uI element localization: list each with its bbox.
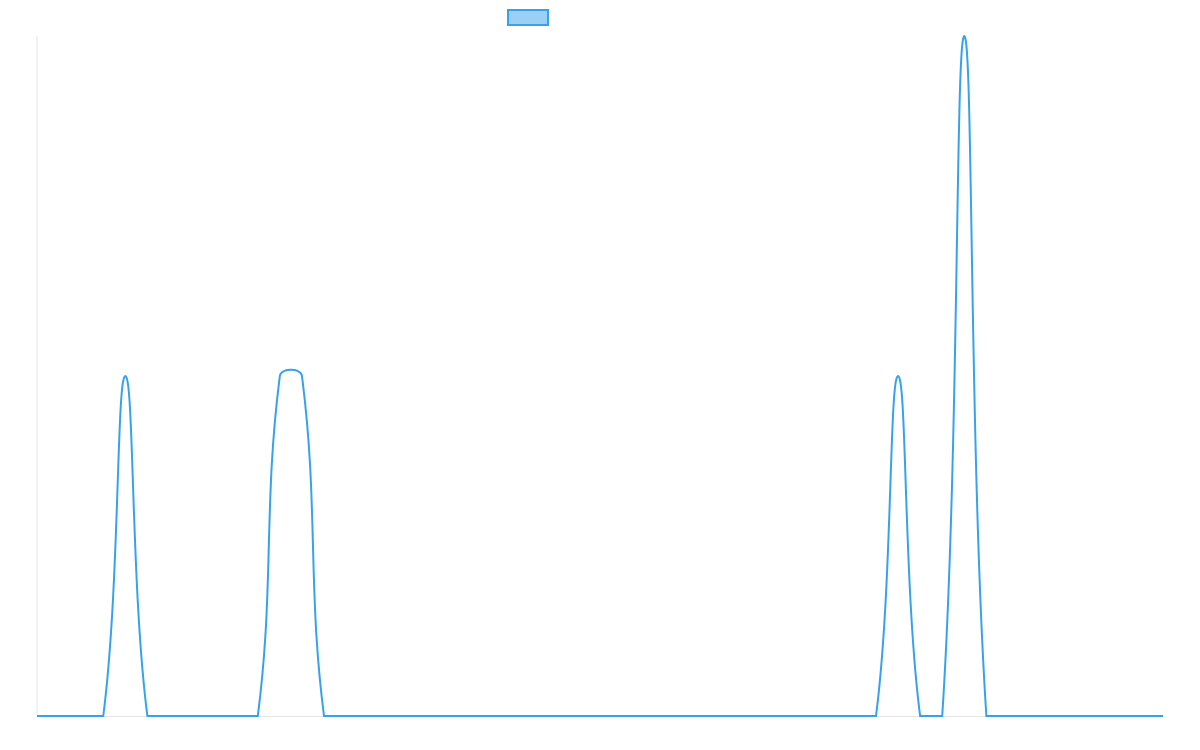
legend-swatch [507, 9, 549, 26]
line [37, 34, 1163, 717]
